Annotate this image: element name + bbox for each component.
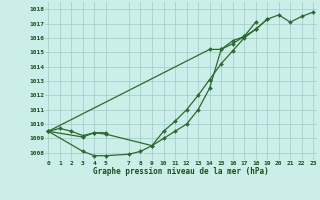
X-axis label: Graphe pression niveau de la mer (hPa): Graphe pression niveau de la mer (hPa) xyxy=(93,167,269,176)
